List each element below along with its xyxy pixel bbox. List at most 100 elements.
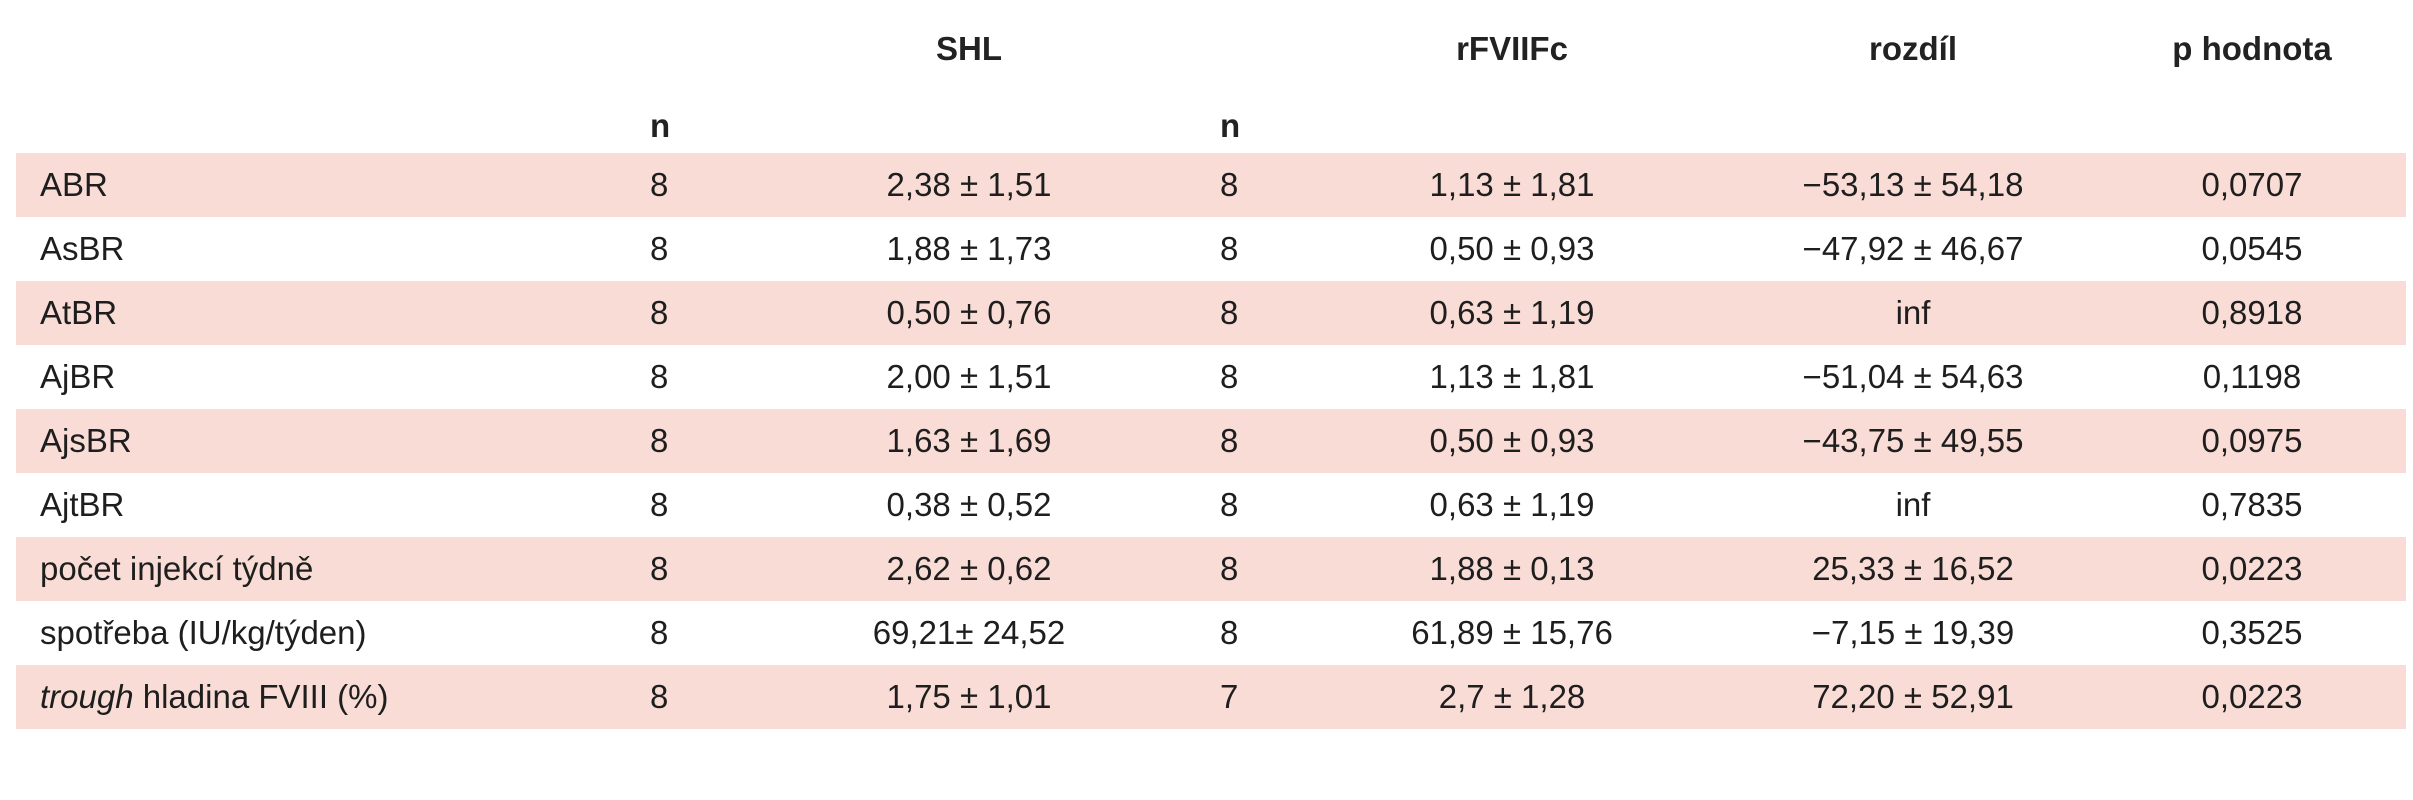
cell-shl: 69,21± 24,52 [872,614,1066,651]
header-empty [16,98,640,153]
row-label-text: AtBR [40,294,118,331]
cell-p-value: 0,0975 [2098,409,2406,473]
cell-rfviiifc: 0,63 ± 1,19 [1296,281,1728,345]
cell-n-rfviiifc: 8 [1220,486,1239,523]
row-label-text: AjsBR [40,422,132,459]
table-header: SHL rFVIIFc rozdíl p hodnota n n [16,0,2406,153]
cell-rfviiifc: 61,89 ± 15,76 [1411,614,1613,651]
cell-n-rfviiifc: 8 [1220,614,1239,651]
cell-n-rfviiifc: 8 [1220,230,1239,267]
table-row: AtBR 8 0,50 ± 0,76 8 0,63 ± 1,19 inf 0,8… [16,281,2406,345]
cell-n-shl: 8 [640,665,728,729]
cell-shl: 0,50 ± 0,76 [728,281,1210,345]
header-n-rfviiifc: n [1220,106,1241,144]
cell-p-value: 0,0545 [2201,230,2303,267]
cell-rfviiifc: 0,63 ± 1,19 [1429,486,1595,523]
table-body: ABR 8 2,38 ± 1,51 8 1,13 ± 1,81 −53,13 ±… [16,153,2406,729]
row-label-text: ABR [40,166,108,203]
cell-n-shl: 8 [640,281,728,345]
cell-rfviiifc: 2,7 ± 1,28 [1296,665,1728,729]
row-label: počet injekcí týdně [16,537,640,601]
row-label-text: AsBR [40,230,125,267]
table-row: AjBR 8 2,00 ± 1,51 8 1,13 ± 1,81 −51,04 … [16,345,2406,409]
header-empty [2098,98,2406,153]
cell-p-value: 0,3525 [2201,614,2303,651]
cell-p-value: 0,1198 [2202,358,2302,395]
cell-n-shl: 8 [650,614,669,651]
cell-difference: 72,20 ± 52,91 [1728,665,2098,729]
cell-n-rfviiifc: 8 [1210,153,1296,217]
header-empty [1296,98,1728,153]
cell-difference: 25,33 ± 16,52 [1728,537,2098,601]
cell-difference: −53,13 ± 54,18 [1728,153,2098,217]
cell-shl: 0,38 ± 0,52 [886,486,1052,523]
cell-n-shl: 8 [640,153,728,217]
cell-n-rfviiifc: 8 [1210,409,1296,473]
header-row-groups: SHL rFVIIFc rozdíl p hodnota [16,0,2406,98]
cell-n-shl: 8 [650,230,669,267]
cell-shl: 1,88 ± 1,73 [886,230,1052,267]
cell-p-value: 0,7835 [2201,486,2303,523]
table-row: spotřeba (IU/kg/týden) 8 69,21± 24,52 8 … [16,601,2406,665]
cell-difference: inf [1895,486,1931,523]
row-label-text: spotřeba (IU/kg/týden) [40,614,367,651]
cell-difference: −7,15 ± 19,39 [1811,614,2015,651]
cell-rfviiifc: 1,88 ± 0,13 [1296,537,1728,601]
row-label-text: hladina FVIII (%) [133,678,389,715]
cell-difference: −47,92 ± 46,67 [1802,230,2024,267]
cell-n-rfviiifc: 8 [1210,281,1296,345]
cell-rfviiifc: 0,50 ± 0,93 [1296,409,1728,473]
header-difference: rozdíl [1869,30,1957,67]
row-label-text: počet injekcí týdně [40,550,314,587]
cell-n-rfviiifc: 8 [1210,537,1296,601]
cell-p-value: 0,0223 [2098,537,2406,601]
cell-n-shl: 8 [640,409,728,473]
header-row-n: n n [16,98,2406,153]
header-empty [640,0,728,98]
table-row: AsBR 8 1,88 ± 1,73 8 0,50 ± 0,93 −47,92 … [16,217,2406,281]
table-row: ABR 8 2,38 ± 1,51 8 1,13 ± 1,81 −53,13 ±… [16,153,2406,217]
cell-difference: −51,04 ± 54,63 [1802,358,2024,395]
cell-rfviiifc: 1,13 ± 1,81 [1296,153,1728,217]
header-n-shl: n [650,106,671,144]
table-row: AjtBR 8 0,38 ± 0,52 8 0,63 ± 1,19 inf 0,… [16,473,2406,537]
row-label: ABR [16,153,640,217]
cell-shl: 2,62 ± 0,62 [728,537,1210,601]
cell-rfviiifc: 0,50 ± 0,93 [1429,230,1595,267]
cell-rfviiifc: 1,13 ± 1,81 [1429,358,1595,395]
table-row: trough hladina FVIII (%) 8 1,75 ± 1,01 7… [16,665,2406,729]
header-empty [16,0,640,98]
row-label: spotřeba (IU/kg/týden) [16,601,640,665]
row-label: AsBR [16,217,640,281]
table-row: počet injekcí týdně 8 2,62 ± 0,62 8 1,88… [16,537,2406,601]
cell-n-rfviiifc: 8 [1220,358,1239,395]
cell-shl: 2,00 ± 1,51 [886,358,1052,395]
cell-n-rfviiifc: 7 [1210,665,1296,729]
cell-shl: 1,63 ± 1,69 [728,409,1210,473]
comparison-table: SHL rFVIIFc rozdíl p hodnota n n ABR 8 2… [16,0,2406,729]
row-label: AtBR [16,281,640,345]
row-label: trough hladina FVIII (%) [16,665,640,729]
cell-n-shl: 8 [650,358,669,395]
cell-p-value: 0,8918 [2098,281,2406,345]
table-row: AjsBR 8 1,63 ± 1,69 8 0,50 ± 0,93 −43,75… [16,409,2406,473]
cell-p-value: 0,0707 [2098,153,2406,217]
header-empty [1728,98,2098,153]
header-shl: SHL [936,30,1002,67]
row-label-text: AjtBR [40,486,125,523]
cell-shl: 1,75 ± 1,01 [728,665,1210,729]
cell-n-shl: 8 [650,486,669,523]
row-label-text: AjBR [40,358,116,395]
cell-n-shl: 8 [640,537,728,601]
header-empty [1210,0,1296,98]
cell-difference: −43,75 ± 49,55 [1728,409,2098,473]
row-label: AjBR [16,345,640,409]
header-p-value: p hodnota [2172,30,2332,67]
row-label: AjsBR [16,409,640,473]
cell-shl: 2,38 ± 1,51 [728,153,1210,217]
cell-p-value: 0,0223 [2098,665,2406,729]
row-label: AjtBR [16,473,640,537]
header-empty [728,98,1210,153]
header-rfviiifc: rFVIIFc [1456,30,1568,67]
